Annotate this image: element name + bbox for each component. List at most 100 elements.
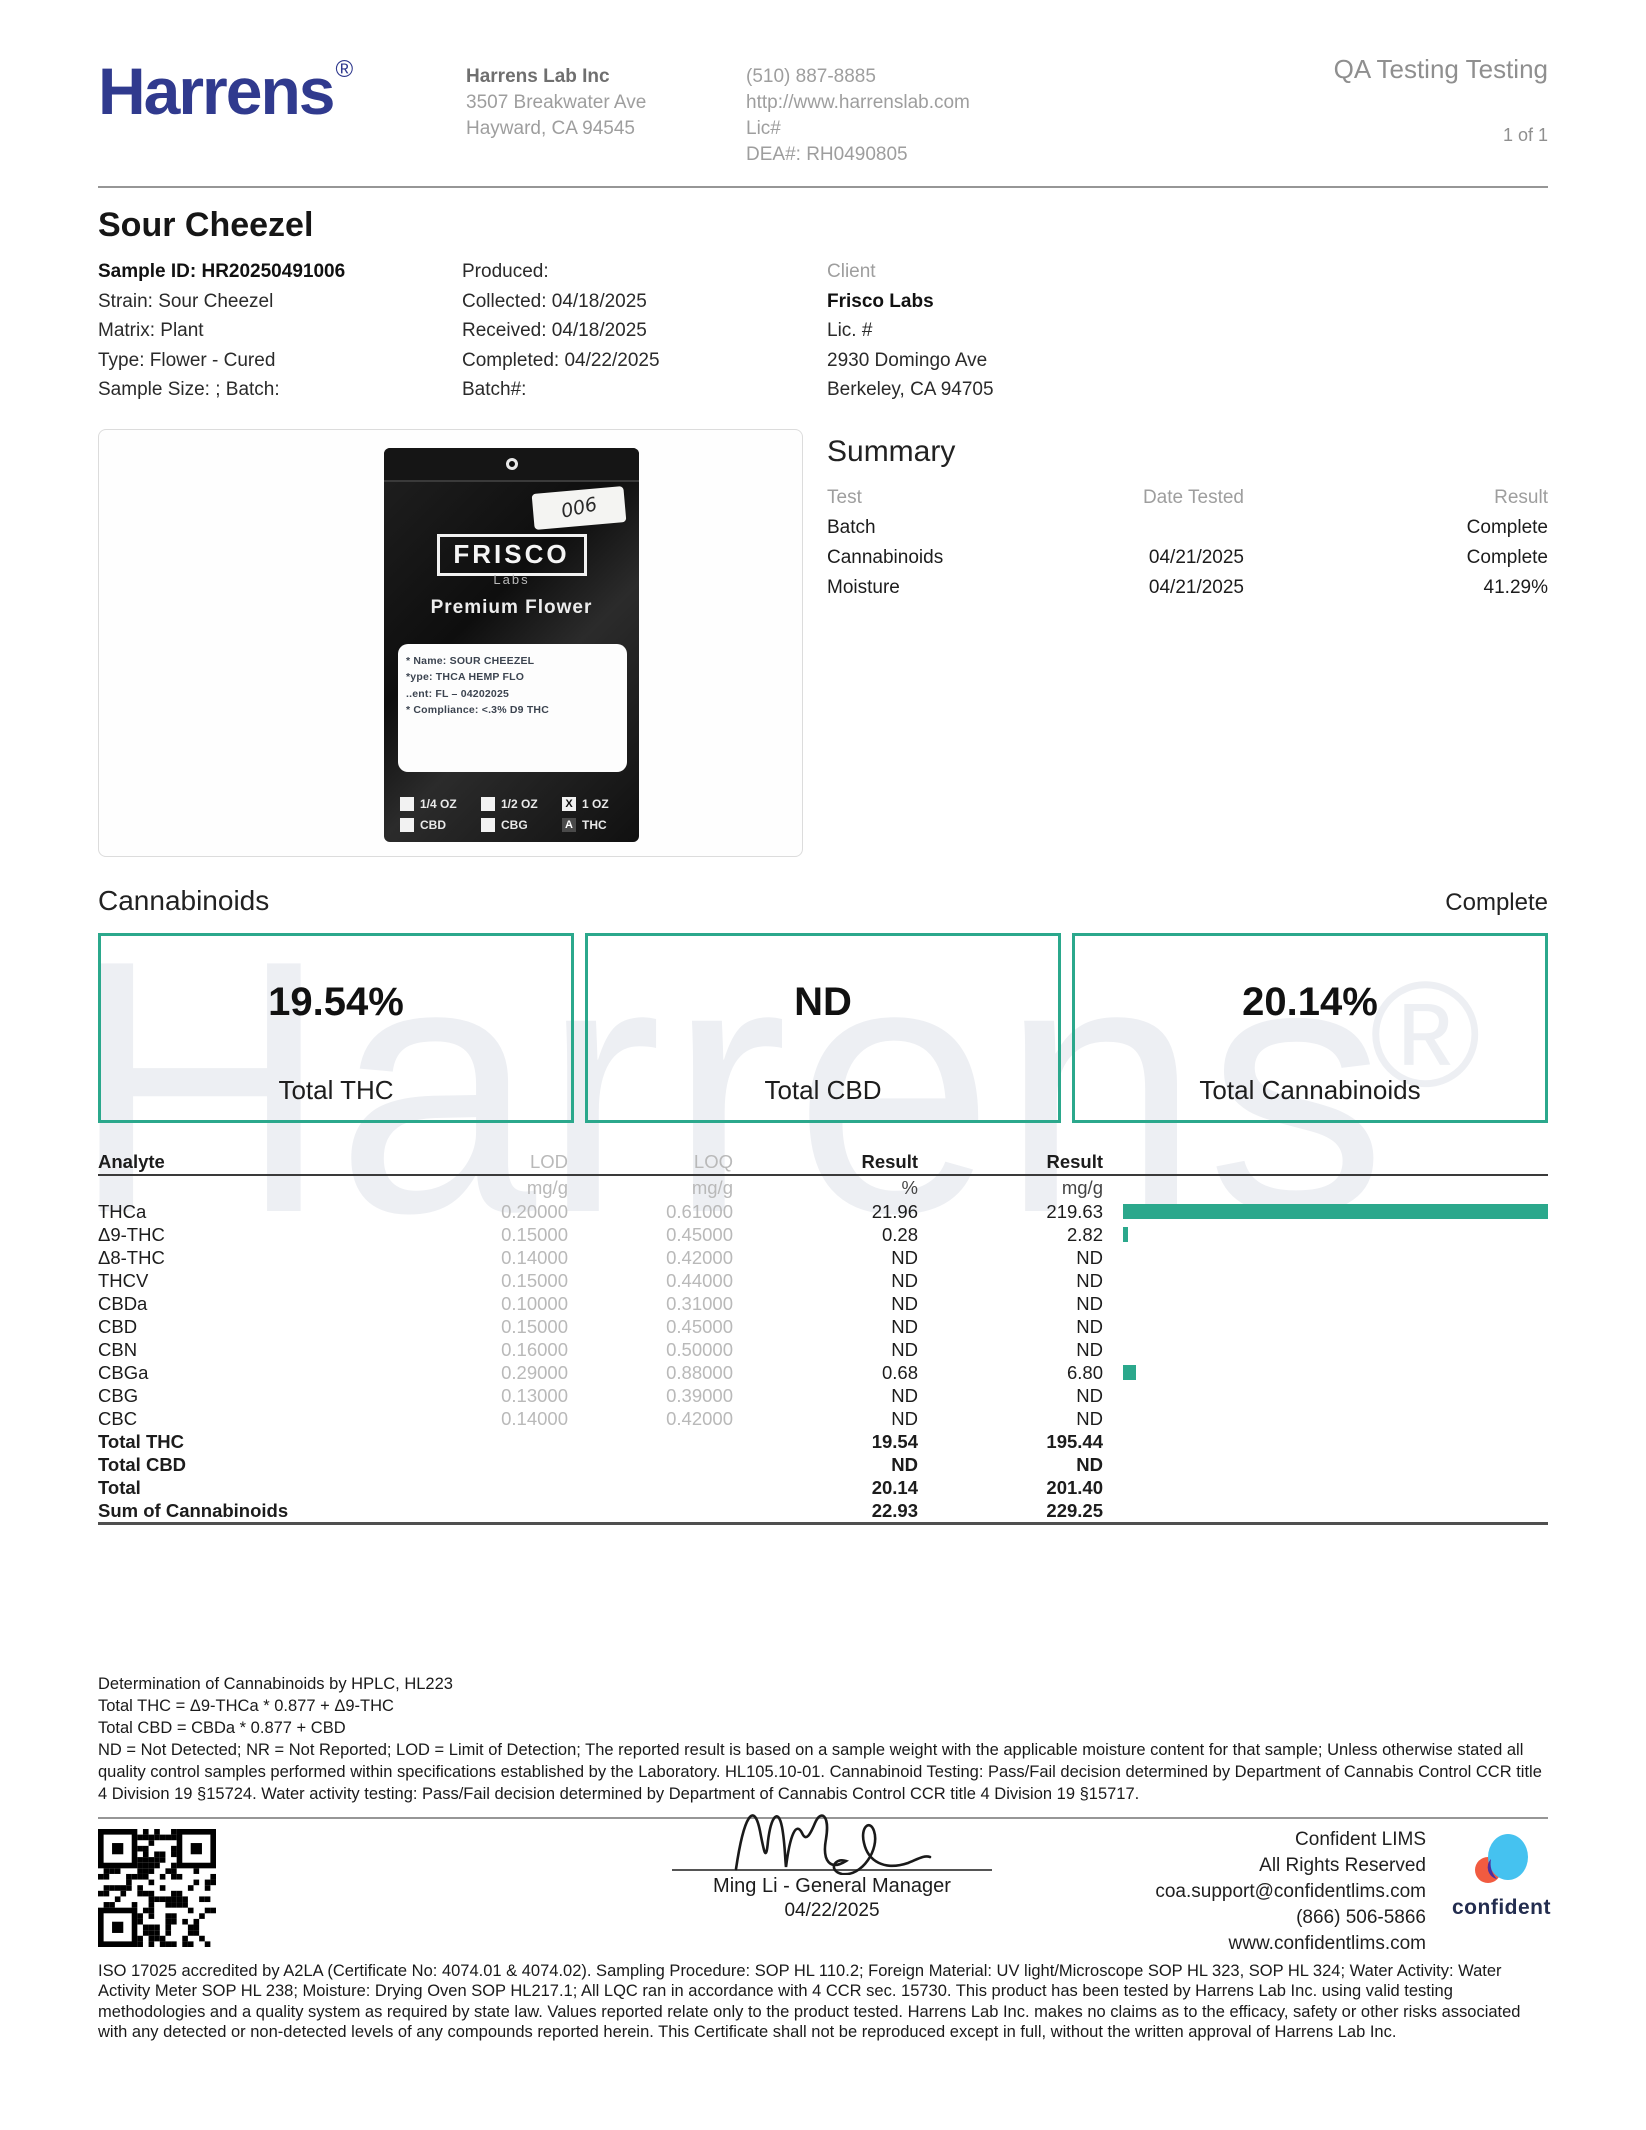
unit-pct: %	[901, 1177, 918, 1198]
total-label: Total CBD	[98, 1453, 187, 1475]
total-label: Sum of Cannabinoids	[98, 1499, 289, 1521]
signature-icon	[734, 1813, 932, 1875]
lod-value: 0.29000	[501, 1361, 568, 1383]
sample-matrix: Matrix: Plant	[98, 320, 204, 341]
analyte-row: CBGa 0.29000 0.88000 0.68 6.80	[98, 1361, 1548, 1384]
result-mgg: ND	[1076, 1292, 1103, 1314]
result-bar-track	[1103, 1361, 1548, 1384]
checkbox-icon	[481, 817, 495, 832]
lod-value: 0.15000	[501, 1223, 568, 1245]
qr-code	[98, 1828, 216, 1947]
bag-label-line: ..ent: FL – 04202025	[406, 687, 510, 700]
total-thc-box: 19.54% Total THC	[98, 932, 574, 1123]
type-option: A THC	[562, 817, 629, 832]
method-notes: Determination of Cannabinoids by HPLC, H…	[98, 1673, 1548, 1805]
loq-value: 0.31000	[666, 1292, 733, 1314]
summary-result: 41.29%	[1483, 576, 1548, 598]
client-address2: Berkeley, CA 94705	[827, 379, 994, 400]
result-pct: 0.68	[881, 1361, 918, 1383]
lims-email: coa.support@confidentlims.com	[1155, 1880, 1426, 1902]
analyte-row: CBD 0.15000 0.45000 ND ND	[98, 1315, 1548, 1338]
result-pct: ND	[891, 1338, 918, 1360]
lab-license: Lic#	[746, 118, 781, 139]
cannabinoids-title: Cannabinoids	[98, 884, 270, 916]
lod-value: 0.14000	[501, 1407, 568, 1429]
client-name: Frisco Labs	[827, 290, 934, 312]
result-bar-track	[1103, 1246, 1548, 1269]
checkbox-checked-icon: X	[562, 796, 576, 811]
signatory-name-title: Ming Li - General Manager	[713, 1874, 951, 1897]
summary-col-date: Date Tested	[1142, 486, 1244, 508]
lab-name: Harrens Lab Inc	[466, 66, 610, 87]
analyte-name: Δ9-THC	[98, 1223, 165, 1245]
result-bar	[1123, 1226, 1129, 1242]
type-label: CBD	[420, 817, 446, 832]
total-pct: ND	[891, 1453, 918, 1475]
summary-test: Moisture	[827, 576, 900, 598]
summary-date	[1054, 513, 1244, 543]
batch-number: Batch#:	[462, 379, 527, 400]
col-result-pct: Result	[861, 1150, 918, 1172]
result-pct: 21.96	[871, 1200, 918, 1222]
checkbox-checked-icon: A	[562, 817, 576, 832]
size-option: X 1 OZ	[562, 796, 629, 811]
confident-logo-icon	[1475, 1833, 1528, 1883]
summary-date: 04/21/2025	[1148, 576, 1244, 598]
unit-lod: mg/g	[526, 1177, 568, 1198]
result-bar-track	[1103, 1384, 1548, 1407]
loq-value: 0.88000	[666, 1361, 733, 1383]
confident-wordmark: confident	[1452, 1895, 1551, 1919]
analyte-name: CBN	[98, 1338, 138, 1360]
result-mgg: ND	[1076, 1407, 1103, 1429]
signature-date: 04/22/2025	[784, 1899, 880, 1921]
result-bar-track	[1103, 1338, 1548, 1361]
total-cbd-label: Total CBD	[764, 1074, 882, 1105]
sample-info-dates: Produced: Collected: 04/18/2025 Received…	[462, 257, 827, 405]
result-mgg: ND	[1076, 1269, 1103, 1291]
bag-label-line: * Compliance: <.3% D9 THC	[406, 704, 549, 716]
loq-value: 0.61000	[666, 1200, 733, 1222]
result-bar-track	[1103, 1269, 1548, 1292]
date-completed: Completed: 04/22/2025	[462, 349, 660, 371]
result-bar-track	[1103, 1407, 1548, 1430]
analyte-row: THCV 0.15000 0.44000 ND ND	[98, 1269, 1548, 1292]
bag-brand-sub: Labs	[493, 571, 530, 587]
lod-value: 0.15000	[501, 1315, 568, 1337]
lab-address-line2: Hayward, CA 94545	[466, 118, 635, 139]
analyte-name: CBDa	[98, 1292, 148, 1314]
cannabinoids-status: Complete	[1445, 888, 1548, 916]
analyte-total-row: Sum of Cannabinoids 22.93 229.25	[98, 1499, 1548, 1522]
lab-logo-text: Harrens	[98, 54, 335, 128]
client-label: Client	[827, 261, 876, 282]
total-mgg: 201.40	[1046, 1476, 1103, 1498]
loq-value: 0.39000	[666, 1384, 733, 1406]
total-pct: 22.93	[871, 1499, 918, 1521]
result-mgg: 2.82	[1066, 1223, 1103, 1245]
loq-value: 0.44000	[666, 1269, 733, 1291]
analyte-row: CBC 0.14000 0.42000 ND ND	[98, 1407, 1548, 1430]
sample-info-grid: Sample ID: HR20250491006 Strain: Sour Ch…	[98, 257, 1548, 405]
lab-logo: Harrens®	[98, 50, 466, 124]
total-pct: 20.14	[871, 1476, 918, 1498]
bag-sticker-code: 006	[558, 492, 600, 523]
client-license: Lic. #	[827, 320, 873, 341]
lab-phone: (510) 887-8885	[746, 66, 876, 87]
analyte-table: Analyte LOD LOQ Result Result mg/g mg/g …	[98, 1149, 1548, 1525]
analyte-table-header: Analyte LOD LOQ Result Result	[98, 1149, 1548, 1176]
total-pct: 19.54	[871, 1430, 918, 1452]
total-cbd-box: ND Total CBD	[585, 932, 1061, 1123]
summary-row: Moisture 04/21/2025 41.29%	[827, 573, 1548, 603]
type-option: CBD	[400, 817, 467, 832]
analyte-row: Δ8-THC 0.14000 0.42000 ND ND	[98, 1246, 1548, 1269]
result-mgg: ND	[1076, 1315, 1103, 1337]
lab-contact-block: (510) 887-8885 http://www.harrenslab.com…	[746, 64, 1334, 168]
result-mgg: ND	[1076, 1384, 1103, 1406]
summary-col-result: Result	[1494, 486, 1548, 508]
lab-address-block: Harrens Lab Inc 3507 Breakwater Ave Hayw…	[466, 64, 746, 142]
size-label: 1/4 OZ	[420, 796, 457, 811]
result-pct: ND	[891, 1384, 918, 1406]
loq-value: 0.50000	[666, 1338, 733, 1360]
bag-label-line: *ype: THCA HEMP FLO	[406, 671, 525, 683]
sample-info-left: Sample ID: HR20250491006 Strain: Sour Ch…	[98, 257, 462, 405]
sample-strain: Strain: Sour Cheezel	[98, 290, 274, 312]
